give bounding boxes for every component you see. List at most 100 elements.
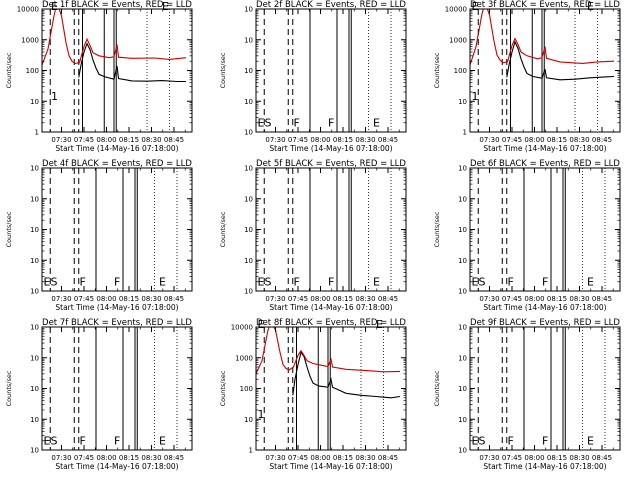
series-lld — [470, 9, 615, 66]
y-tick-label: 1 — [249, 447, 253, 455]
y-tick-label: 10 — [458, 165, 467, 173]
x-tick-label: 08:00 — [96, 454, 116, 462]
x-axis-label: Start Time (14-May-16 07:18:00) — [55, 462, 178, 471]
x-tick-label: 07:45 — [502, 136, 522, 144]
plot-title: Det 6f BLACK = Events, RED = LLD — [470, 159, 620, 169]
y-axis-label: Counts/sec — [219, 370, 227, 406]
y-tick-label: 1 — [463, 129, 467, 137]
x-tick-label: 07:30 — [51, 136, 71, 144]
x-axis-label: Start Time (14-May-16 07:18:00) — [55, 144, 178, 153]
annotation-letter: F — [542, 435, 548, 448]
x-tick-label: 08:15 — [333, 295, 353, 303]
annotation-letter: E — [258, 318, 265, 331]
x-tick-label: 07:30 — [265, 454, 285, 462]
series-events — [292, 351, 401, 399]
x-tick-label: 07:30 — [479, 136, 499, 144]
x-tick-label: 07:45 — [288, 454, 308, 462]
annotation-letter: F — [294, 117, 300, 130]
y-tick-label: 10 — [244, 416, 253, 424]
x-tick-label: 08:15 — [547, 295, 567, 303]
y-tick-label: 10 — [30, 98, 39, 106]
annotation-letter: E — [587, 276, 594, 289]
x-tick-label: 07:45 — [74, 136, 94, 144]
y-tick-label: 1 — [35, 129, 39, 137]
y-tick-label: 10 — [30, 385, 39, 393]
y-tick-label: 1000 — [235, 354, 253, 362]
annotation-letter: F — [114, 435, 120, 448]
annotation-letter: E — [587, 0, 594, 13]
y-tick-label: 100 — [26, 67, 39, 75]
plot-title: Det 2f BLACK = Events, RED = LLD — [256, 0, 406, 10]
y-axis-label: Counts/sec — [219, 52, 227, 88]
annotation-letter: ES — [472, 435, 486, 448]
y-tick-label: 10 — [458, 324, 467, 332]
annotation-letter: 1 — [258, 408, 265, 421]
y-axis-label: Counts/sec — [433, 52, 441, 88]
x-tick-label: 08:30 — [569, 295, 589, 303]
plot-frame — [41, 167, 193, 292]
x-axis-label: Start Time (14-May-16 07:18:00) — [269, 144, 392, 153]
series-events — [78, 42, 186, 83]
y-tick-label: 10 — [30, 354, 39, 362]
y-tick-label: 10 — [458, 195, 467, 203]
x-tick-label: 08:15 — [119, 295, 139, 303]
plot-panel-5: Det 5f BLACK = Events, RED = LLD Counts/s… — [219, 159, 407, 312]
y-tick-label: 10 — [458, 385, 467, 393]
x-tick-label: 07:45 — [502, 454, 522, 462]
x-axis-label: Start Time (14-May-16 07:18:00) — [269, 303, 392, 312]
annotation-letter: F — [328, 276, 334, 289]
y-tick-label: 10 — [30, 447, 39, 455]
x-tick-label: 08:45 — [164, 454, 184, 462]
annotation-letter: ES — [472, 276, 486, 289]
x-tick-label: 08:00 — [310, 136, 330, 144]
x-tick-label: 08:15 — [333, 454, 353, 462]
x-tick-label: 07:45 — [74, 295, 94, 303]
x-tick-label: 08:30 — [569, 136, 589, 144]
plot-frame — [469, 326, 621, 451]
annotation-letter: E — [373, 117, 380, 130]
x-tick-label: 08:30 — [141, 454, 161, 462]
y-tick-label: 1000 — [449, 36, 467, 44]
plot-title: Det 1f BLACK = Events, RED = LLD — [42, 0, 192, 10]
annotation-letter: E — [51, 0, 58, 13]
series-events — [506, 40, 615, 81]
x-tick-label: 08:30 — [141, 136, 161, 144]
annotation-letter: E — [162, 0, 169, 13]
y-tick-label: 10 — [244, 195, 253, 203]
y-axis-label: Counts/sec — [433, 370, 441, 406]
x-tick-label: 08:00 — [524, 454, 544, 462]
annotation-letter: E — [376, 318, 383, 331]
y-tick-label: 10 — [458, 226, 467, 234]
x-tick-label: 07:30 — [265, 295, 285, 303]
x-tick-label: 07:30 — [479, 295, 499, 303]
x-tick-label: 08:45 — [164, 295, 184, 303]
y-tick-label: 10 — [30, 165, 39, 173]
plot-frame — [255, 8, 407, 133]
x-axis-label: Start Time (14-May-16 07:18:00) — [483, 303, 606, 312]
x-tick-label: 07:30 — [479, 454, 499, 462]
annotation-letter: 1 — [51, 90, 58, 103]
x-axis-label: Start Time (14-May-16 07:18:00) — [269, 462, 392, 471]
plot-title: Det 7f BLACK = Events, RED = LLD — [42, 318, 192, 328]
x-tick-label: 08:45 — [378, 136, 398, 144]
plot-frame — [41, 326, 193, 451]
x-tick-label: 08:15 — [333, 136, 353, 144]
plot-panel-3: Det 3f BLACK = Events, RED = LLD Counts/s… — [433, 0, 621, 153]
x-tick-label: 08:30 — [355, 454, 375, 462]
y-tick-label: 100 — [454, 67, 467, 75]
plot-panel-8: Det 8f BLACK = Events, RED = LLD Counts/s… — [219, 318, 407, 471]
annotation-letter: 1 — [472, 90, 479, 103]
x-tick-label: 08:00 — [96, 136, 116, 144]
x-tick-label: 08:30 — [141, 295, 161, 303]
plot-title: Det 4f BLACK = Events, RED = LLD — [42, 159, 192, 169]
annotation-letter: E — [472, 0, 479, 13]
x-tick-label: 08:00 — [96, 295, 116, 303]
x-tick-label: 07:30 — [51, 454, 71, 462]
x-tick-label: 07:45 — [288, 295, 308, 303]
y-tick-label: 10 — [244, 165, 253, 173]
x-axis-label: Start Time (14-May-16 07:18:00) — [55, 303, 178, 312]
y-tick-label: 10 — [458, 257, 467, 265]
y-tick-label: 10000 — [231, 324, 253, 332]
x-tick-label: 08:30 — [569, 454, 589, 462]
